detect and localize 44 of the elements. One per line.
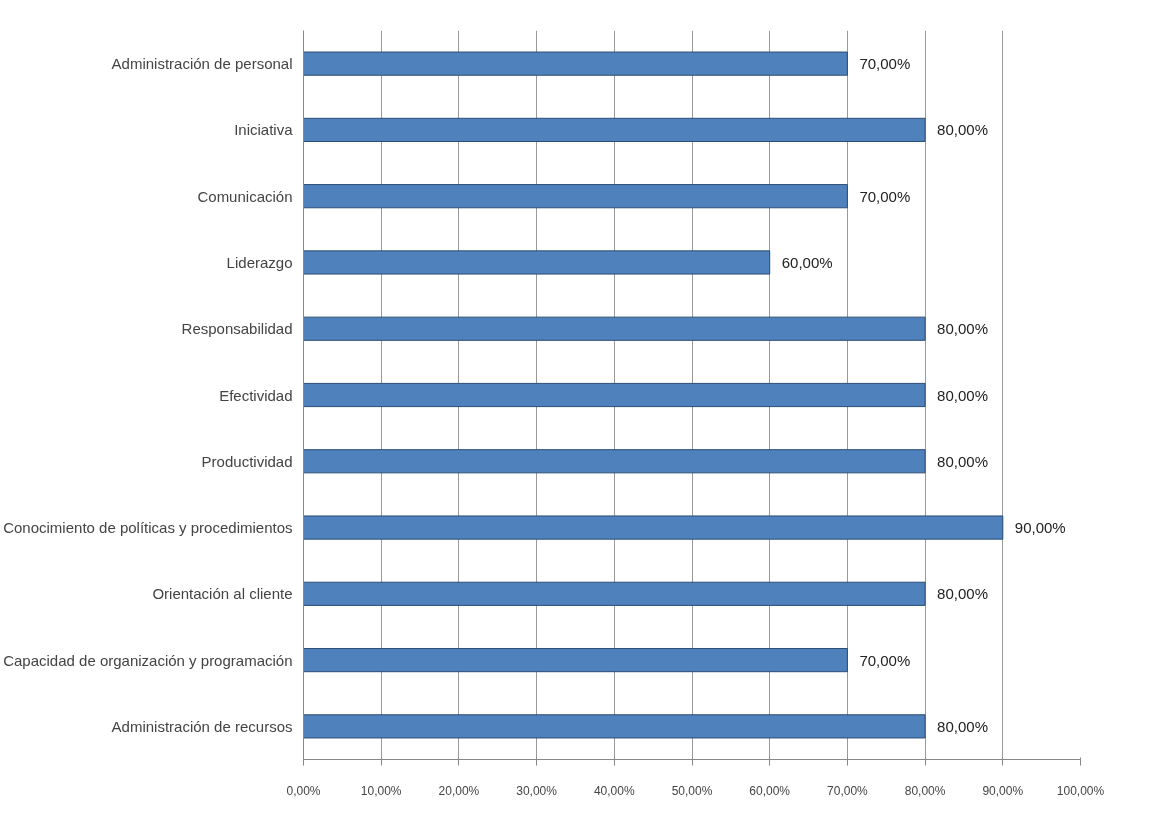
y-tick-label: Comunicación xyxy=(197,187,293,205)
data-label: 80,00% xyxy=(937,717,988,735)
bar xyxy=(303,449,926,474)
bar xyxy=(303,51,848,76)
data-label: 80,00% xyxy=(937,452,988,470)
bar xyxy=(303,250,771,275)
bar xyxy=(303,581,926,606)
data-label: 70,00% xyxy=(859,651,911,669)
y-tick-label: Responsabilidad xyxy=(181,320,293,338)
y-tick-label: Orientación al cliente xyxy=(152,585,293,603)
bar xyxy=(303,714,926,739)
y-tick-label: Conocimiento de políticas y procedimientos xyxy=(3,519,293,537)
y-tick-label: Liderazgo xyxy=(226,253,293,271)
x-tick-label: 100,00% xyxy=(1056,783,1105,798)
y-tick-label: Iniciativa xyxy=(234,121,294,139)
data-label: 80,00% xyxy=(937,386,988,404)
bar xyxy=(303,117,926,143)
y-tick-label: Efectividad xyxy=(219,386,293,404)
data-label: 60,00% xyxy=(781,253,833,271)
x-tick-label: 90,00% xyxy=(982,783,1024,798)
x-tick-label: 10,00% xyxy=(360,783,402,798)
x-tick-label: 0,00% xyxy=(286,783,321,798)
data-label: 80,00% xyxy=(937,585,988,603)
bar xyxy=(303,316,926,341)
data-label: 70,00% xyxy=(859,55,911,73)
x-tick-label: 30,00% xyxy=(516,783,558,798)
bar xyxy=(303,184,848,209)
data-label: 80,00% xyxy=(937,121,988,139)
y-tick-label: Administración de personal xyxy=(111,55,293,73)
bar xyxy=(303,515,1004,540)
bar xyxy=(303,382,926,408)
data-label: 70,00% xyxy=(859,187,911,205)
y-tick-label: Productividad xyxy=(201,452,293,470)
x-tick-label: 40,00% xyxy=(593,783,635,798)
x-tick-label: 50,00% xyxy=(671,783,713,798)
y-tick-label: Administración de recursos xyxy=(111,717,293,735)
x-tick-label: 20,00% xyxy=(438,783,480,798)
data-label: 90,00% xyxy=(1014,519,1066,537)
x-tick-label: 70,00% xyxy=(827,783,869,798)
x-tick-label: 80,00% xyxy=(904,783,946,798)
data-label: 80,00% xyxy=(937,320,988,338)
y-tick-label: Capacidad de organización y programación xyxy=(3,651,293,669)
x-tick-label: 60,00% xyxy=(749,783,791,798)
bar xyxy=(303,647,848,673)
